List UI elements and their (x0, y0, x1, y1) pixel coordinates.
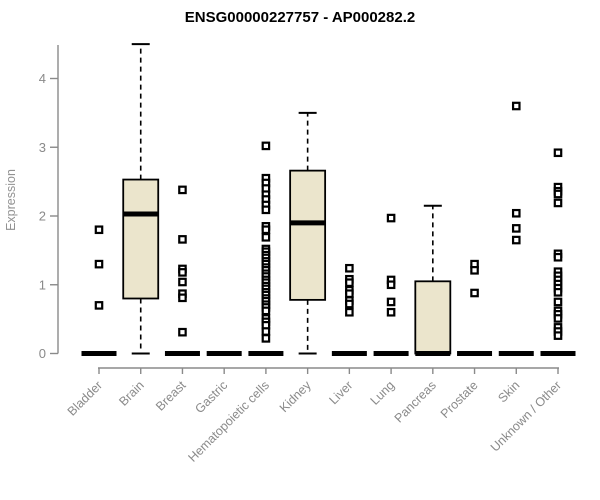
outlier-point (178, 327, 187, 337)
outlier-point (94, 301, 104, 310)
x-tick-label: Gastric (192, 378, 230, 416)
x-tick-label: Breast (153, 378, 189, 414)
x-tick-label: Hematopoietic cells (185, 378, 272, 465)
outlier-point (553, 297, 563, 307)
outlier-point (94, 259, 104, 269)
iqr-box (414, 280, 452, 355)
x-tick-label: Liver (326, 378, 355, 407)
outlier-point (553, 288, 563, 297)
outlier-point (511, 101, 521, 111)
iqr-box (289, 169, 327, 301)
box-kidney (289, 111, 327, 355)
box-skin (498, 101, 534, 356)
chart-title: ENSG00000227757 - AP000282.2 (185, 9, 415, 26)
x-tick-label: Unknown / Other (488, 378, 564, 454)
box-breast (164, 185, 200, 356)
outlier-point (261, 225, 271, 235)
outlier-point (386, 213, 396, 223)
box-hematopoietic-cells (248, 141, 284, 356)
outlier-point (511, 224, 521, 233)
box-lung (373, 213, 409, 356)
y-tick-label: 1 (39, 277, 46, 292)
outlier-point (345, 289, 354, 298)
outlier-point (178, 268, 187, 277)
x-tick-label: Lung (368, 378, 398, 408)
x-tick-label: Prostate (438, 378, 481, 421)
box-liver (331, 263, 367, 356)
x-tick-label: Skin (495, 378, 522, 405)
iqr-box (122, 178, 160, 300)
outlier-point (94, 225, 104, 235)
y-tick-label: 4 (39, 71, 46, 86)
outlier-point (178, 293, 187, 303)
outlier-point (261, 141, 271, 151)
x-tick-label: Brain (116, 378, 147, 409)
plot-area (81, 43, 576, 356)
x-tick-label: Bladder (65, 378, 105, 418)
y-tick-label: 3 (39, 140, 46, 155)
outlier-point (386, 280, 396, 290)
box-unknown-other (540, 148, 576, 356)
box-brain (122, 43, 160, 355)
outlier-point (261, 306, 271, 316)
outlier-point (261, 327, 271, 336)
outlier-point (511, 235, 521, 245)
outlier-point (178, 185, 187, 195)
y-axis-label: Expression (4, 169, 18, 231)
outlier-point (345, 263, 354, 273)
outlier-point (345, 307, 354, 317)
x-tick-label: Pancreas (392, 378, 439, 425)
y-tick-label: 0 (39, 346, 46, 361)
outlier-point (553, 189, 563, 199)
box-pancreas (414, 204, 452, 356)
y-tick-label: 2 (39, 209, 46, 224)
outlier-point (178, 277, 187, 287)
outlier-point (553, 198, 563, 208)
outlier-point (386, 307, 396, 317)
outlier-point (470, 266, 479, 275)
outlier-point (386, 297, 396, 307)
outlier-point (261, 205, 271, 215)
box-bladder (81, 225, 117, 356)
outlier-point (553, 314, 563, 323)
outlier-point (345, 299, 354, 309)
outlier-point (178, 235, 187, 244)
outlier-point (345, 278, 354, 287)
outlier-point (261, 233, 271, 242)
outlier-point (553, 331, 563, 340)
outlier-point (261, 334, 271, 343)
x-tick-label: Kidney (277, 378, 314, 415)
outlier-point (511, 208, 521, 218)
outlier-point (470, 288, 479, 298)
outlier-point (553, 148, 563, 158)
outlier-point (553, 252, 563, 262)
box-prostate (457, 259, 493, 356)
